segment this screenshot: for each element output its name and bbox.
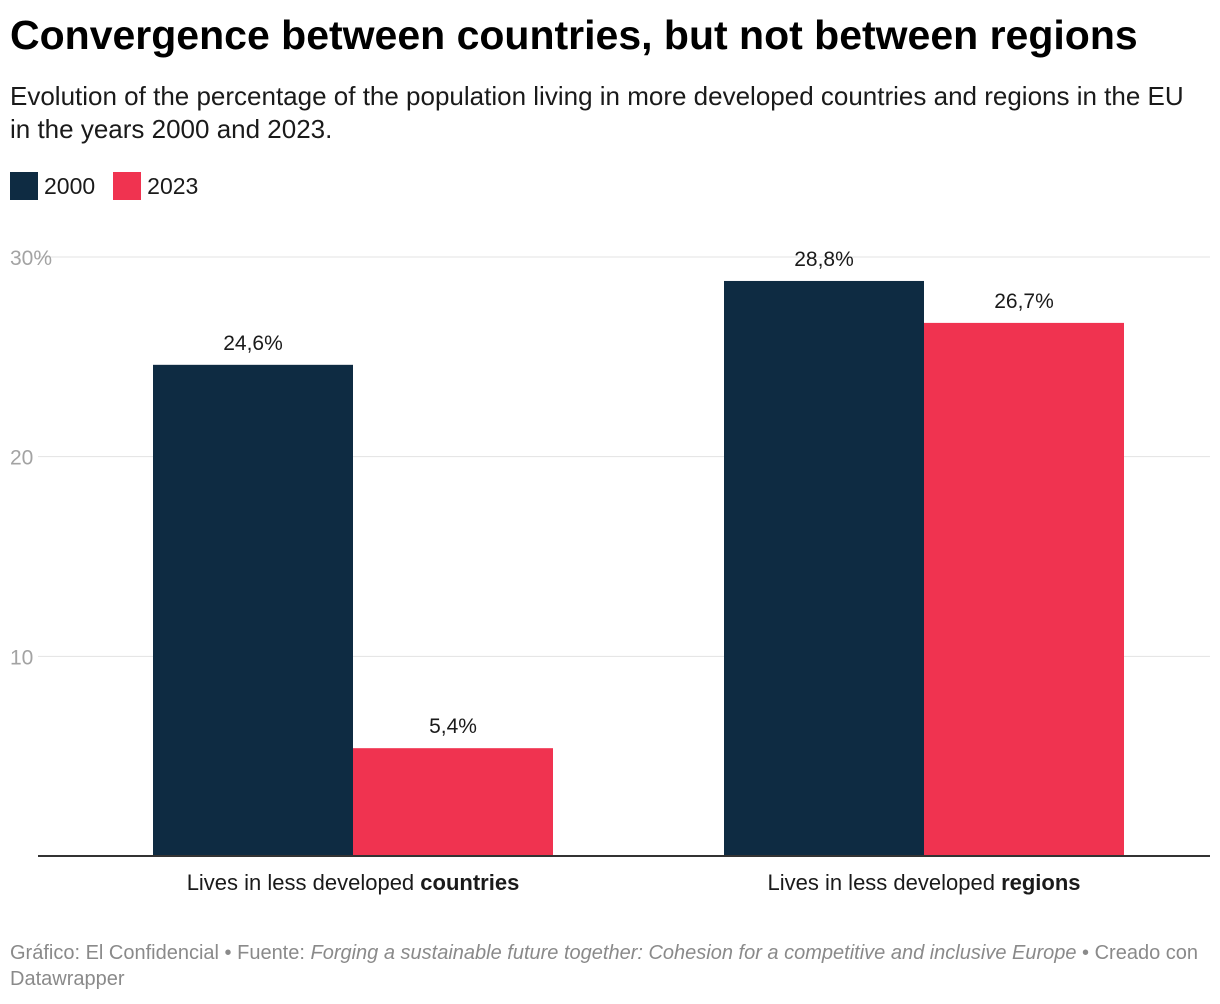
category-label-1: Lives in less developed countries bbox=[187, 870, 520, 895]
chart-footer: Gráfico: El Confidencial • Fuente: Forgi… bbox=[10, 940, 1205, 992]
bar-2000-2 bbox=[724, 280, 924, 857]
chart-title: Convergence between countries, but not b… bbox=[10, 12, 1138, 58]
data-label-2023-1: 5,4% bbox=[429, 715, 477, 738]
category-label-emphasis: regions bbox=[1001, 870, 1080, 895]
bar-2000-1 bbox=[153, 364, 353, 856]
legend-label-2000: 2000 bbox=[44, 173, 96, 199]
footer-tail: • Creado con Datawrapper bbox=[10, 942, 1199, 990]
bar-2023-1 bbox=[353, 748, 553, 856]
category-label-emphasis: countries bbox=[420, 870, 519, 895]
category-label-prefix: Lives in less developed bbox=[767, 870, 1001, 895]
bar-chart: 10 20 30% 24,6% 28,8% 5,4% 26,7% Lives in less … bbox=[10, 247, 1210, 895]
legend-item-2000: 2000 bbox=[10, 171, 95, 201]
category-label-prefix: Lives in less developed bbox=[187, 870, 421, 895]
footer-source: Forging a sustainable future together: C… bbox=[310, 942, 1077, 964]
legend-swatch-2000 bbox=[10, 172, 38, 200]
bar-2023-2 bbox=[924, 322, 1124, 856]
legend-swatch-2023 bbox=[113, 172, 142, 200]
y-tick-label-10: 10 bbox=[10, 646, 33, 669]
data-label-2000-1: 24,6% bbox=[223, 332, 283, 355]
legend-item-2023: 2023 bbox=[113, 171, 198, 201]
data-label-2023-2: 26,7% bbox=[994, 290, 1054, 313]
footer-credit: Gráfico: El Confidencial • Fuente: bbox=[10, 942, 311, 964]
legend: 2000 2023 bbox=[10, 171, 216, 201]
y-tick-label-20: 20 bbox=[10, 447, 33, 470]
category-label-2: Lives in less developed regions bbox=[767, 870, 1080, 895]
y-tick-label-30: 30% bbox=[10, 247, 52, 270]
legend-label-2023: 2023 bbox=[147, 173, 199, 199]
chart-subtitle: Evolution of the percentage of the popul… bbox=[10, 81, 1184, 144]
data-label-2000-2: 28,8% bbox=[794, 248, 854, 271]
